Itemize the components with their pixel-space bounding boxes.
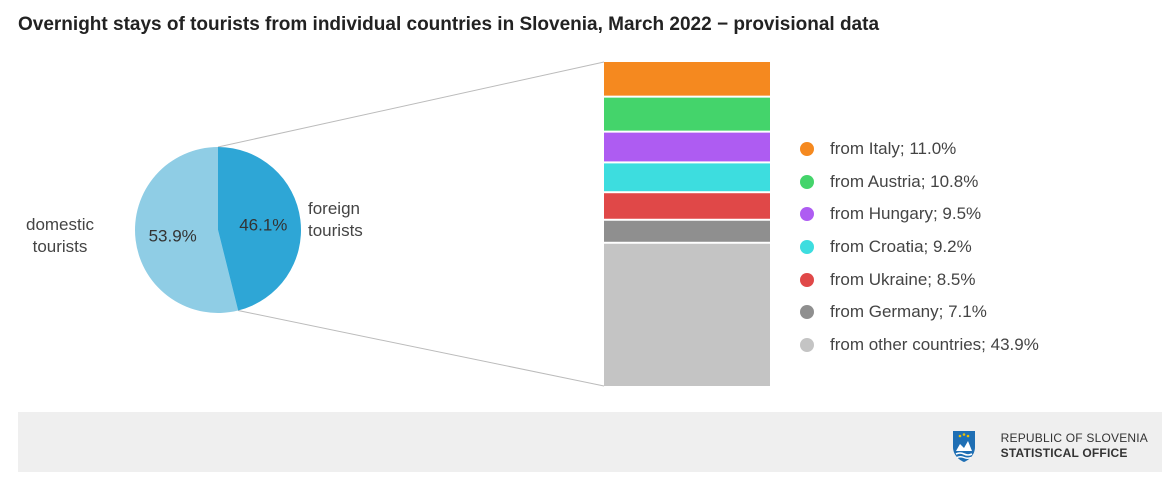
legend-swatch — [800, 305, 814, 320]
chart-labels: 53.9% 46.1% domestic tourists foreign tourist… — [26, 199, 363, 256]
legend-label: from Austria; 10.8% — [830, 171, 979, 191]
legend-label: from Italy; 11.0% — [830, 139, 957, 159]
legend-item-from-italy: from Italy; 11.0% — [800, 133, 1039, 166]
legend-swatch — [800, 174, 814, 189]
chart-area: 53.9% 46.1% domestic tourists foreign tourist… — [26, 61, 770, 387]
legend-swatch — [800, 272, 814, 287]
connector-line-top — [217, 61, 605, 148]
connector-lines — [217, 61, 605, 387]
bar-segment-from-croatia — [604, 163, 770, 192]
legend-label: from Hungary; 9.5% — [830, 204, 982, 224]
pie-category-label-foreign-tourists: foreign tourists — [308, 199, 363, 240]
legend-item-from-austria: from Austria; 10.8% — [800, 166, 1039, 199]
legend-item-from-hungary: from Hungary; 9.5% — [800, 198, 1039, 231]
connector-line-bottom — [238, 310, 605, 387]
legend-item-from-ukraine: from Ukraine; 8.5% — [800, 263, 1039, 296]
legend-swatch — [800, 240, 814, 255]
legend-label: from other countries; 43.9% — [830, 334, 1039, 354]
legend-swatch — [800, 142, 814, 157]
chart-title: Overnight stays of tourists from individ… — [18, 14, 880, 35]
org-name-line2: STATISTICAL OFFICE — [1000, 446, 1128, 460]
org-name-line1: REPUBLIC OF SLOVENIA — [1000, 431, 1148, 445]
pie-value-label-domestic-tourists: 53.9% — [149, 227, 197, 246]
bar-segment-from-other-countries — [604, 243, 770, 386]
legend-swatch — [800, 207, 814, 222]
footer: REPUBLIC OF SLOVENIA STATISTICAL OFFICE — [18, 412, 1162, 472]
breakdown-bar — [604, 62, 770, 386]
bar-segment-from-ukraine — [604, 193, 770, 219]
legend-label: from Germany; 7.1% — [830, 302, 987, 322]
pie-slice-domestic-tourists — [134, 146, 239, 313]
legend-item-from-germany: from Germany; 7.1% — [800, 296, 1039, 329]
legend-label: from Ukraine; 8.5% — [830, 269, 976, 289]
legend: from Italy; 11.0% from Austria; 10.8% from… — [800, 133, 1039, 361]
legend-swatch — [800, 337, 814, 352]
pie-chart — [134, 146, 301, 313]
legend-item-from-croatia: from Croatia; 9.2% — [800, 231, 1039, 264]
bar-segment-from-italy — [604, 62, 770, 96]
pie-category-label-domestic-tourists: domestic tourists — [26, 215, 95, 256]
legend-item-from-other-countries: from other countries; 43.9% — [800, 329, 1039, 362]
bar-segment-from-hungary — [604, 132, 770, 162]
legend-label: from Croatia; 9.2% — [830, 237, 972, 257]
pie-value-label-foreign-tourists: 46.1% — [239, 215, 287, 234]
bar-segment-from-austria — [604, 97, 770, 131]
org-brand: REPUBLIC OF SLOVENIA STATISTICAL OFFICE — [951, 429, 1148, 463]
pie-slice-foreign-tourists — [218, 147, 301, 311]
bar-segment-from-germany — [604, 220, 770, 242]
coat-of-arms-icon — [952, 431, 975, 462]
